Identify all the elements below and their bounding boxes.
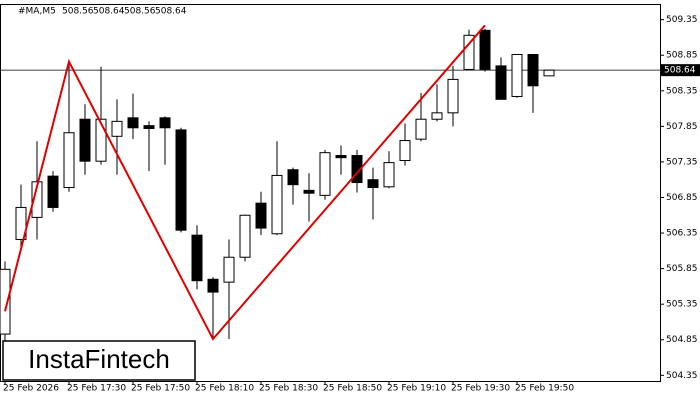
- candle-body: [431, 112, 443, 120]
- candle-body: [159, 117, 171, 129]
- y-tick-label: 505.85: [666, 264, 698, 274]
- candle-body: [287, 169, 299, 186]
- plot-frame: [0, 4, 661, 382]
- candle-body: [447, 78, 459, 114]
- x-tick-label: 25 Feb 18:30: [259, 384, 318, 394]
- y-tick-label: 507.35: [666, 157, 698, 167]
- y-tick-label: 505.35: [666, 300, 698, 310]
- header-value: 508.56: [62, 7, 94, 17]
- candle-body: [335, 155, 347, 159]
- watermark: InstaFintech: [28, 344, 170, 374]
- candle-body: [0, 268, 11, 335]
- x-tick-label: 25 Feb 2026: [3, 384, 59, 394]
- candle-body: [367, 179, 379, 189]
- header-value: 508.64: [93, 7, 125, 17]
- candle-body: [303, 189, 315, 194]
- symbol: #MA,M5: [18, 7, 56, 17]
- candle-body: [383, 162, 395, 188]
- x-tick-label: 25 Feb 17:50: [131, 384, 190, 394]
- candle-body: [415, 118, 427, 140]
- y-tick-label: 508.85: [666, 51, 698, 61]
- x-tick-label: 25 Feb 17:30: [67, 384, 126, 394]
- candle-body: [255, 202, 267, 229]
- candle-body: [319, 152, 331, 196]
- y-tick-label: 507.85: [666, 122, 698, 132]
- candle-body: [95, 118, 107, 162]
- price-label-box: [661, 64, 700, 77]
- x-tick-label: 25 Feb 18:50: [323, 384, 382, 394]
- y-tick-label: 506.35: [666, 229, 698, 239]
- candle-body: [15, 206, 27, 240]
- y-tick-label: 509.35: [666, 15, 698, 25]
- x-tick-label: 25 Feb 19:30: [451, 384, 510, 394]
- header-values: 508.56 508.64 508.56 508.64: [62, 7, 187, 17]
- candle-body: [175, 129, 187, 231]
- y-tick-label: 504.85: [666, 335, 698, 345]
- y-tick-label: 508.35: [666, 86, 698, 96]
- header-value: 508.56: [124, 7, 156, 17]
- candle-body: [79, 118, 91, 162]
- candle-body: [31, 181, 43, 218]
- candle-body: [143, 125, 155, 129]
- candle-body: [527, 54, 539, 87]
- candle-body: [495, 65, 507, 100]
- candle-body: [191, 234, 203, 282]
- watermark-box: [2, 340, 196, 381]
- candle-body: [463, 34, 475, 70]
- plot: [0, 24, 660, 380]
- candle-body: [543, 69, 555, 77]
- candle-body: [127, 117, 139, 129]
- candle-body: [111, 120, 123, 137]
- candle-body: [223, 256, 235, 283]
- candle-body: [479, 29, 491, 70]
- y-tick-label: 506.85: [666, 193, 698, 203]
- header-value: 508.64: [155, 7, 187, 17]
- candle-body: [207, 278, 219, 293]
- x-tick-label: 25 Feb 19:10: [387, 384, 446, 394]
- candle-body: [511, 54, 523, 97]
- candle-body: [271, 174, 283, 235]
- x-tick-label: 25 Feb 19:50: [515, 384, 574, 394]
- candle-body: [47, 175, 59, 208]
- y-tick-label: 504.35: [666, 371, 698, 381]
- x-tick-label: 25 Feb 18:10: [195, 384, 254, 394]
- candle-body: [239, 214, 251, 258]
- price-label: 508.64: [664, 66, 696, 76]
- candle-body: [399, 140, 411, 161]
- pattern-line: [4, 24, 486, 341]
- candle-body: [63, 132, 75, 189]
- candle-body: [351, 155, 363, 184]
